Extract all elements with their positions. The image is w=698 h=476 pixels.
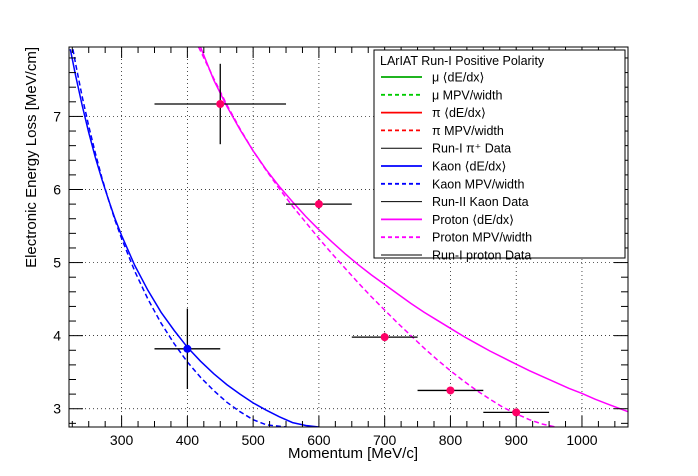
legend-entry: Run-II Kaon Data xyxy=(381,195,529,209)
x-tick-label: 700 xyxy=(373,432,397,448)
x-tick-label: 400 xyxy=(176,432,200,448)
legend-label: Kaon MPV/width xyxy=(432,177,524,191)
legend-entry: μ MPV/width xyxy=(381,88,502,102)
x-tick-label: 600 xyxy=(307,432,331,448)
curves xyxy=(69,47,628,427)
data-point xyxy=(154,308,221,389)
data-point xyxy=(286,199,352,210)
legend-label: μ MPV/width xyxy=(432,88,502,102)
y-tick-label: 5 xyxy=(53,255,61,271)
x-tick-label: 900 xyxy=(505,432,529,448)
legend-entry: Run-I π⁺ Data xyxy=(381,142,511,156)
legend-entry: π MPV/width xyxy=(381,124,504,138)
legend-entry: Kaon MPV/width xyxy=(381,177,524,191)
legend-entry: Run-I proton Data xyxy=(381,249,531,263)
legend-label: Run-I π⁺ Data xyxy=(432,142,511,156)
legend-label: π ⟨dE/dx⟩ xyxy=(432,106,486,120)
legend-label: Run-I proton Data xyxy=(432,249,531,263)
y-axis-label: Electronic Energy Loss [MeV/cm] xyxy=(23,47,40,268)
point-marker xyxy=(183,344,192,353)
y-tick-label: 4 xyxy=(53,328,61,344)
series-curve xyxy=(197,47,556,427)
x-tick-label: 800 xyxy=(439,432,463,448)
y-tick-label: 7 xyxy=(53,108,61,124)
x-axis-label: Momentum [MeV/c] xyxy=(288,445,418,462)
point-marker xyxy=(512,408,521,417)
legend-label: π MPV/width xyxy=(432,124,504,138)
legend-label: Proton ⟨dE/dx⟩ xyxy=(432,213,514,227)
legend-label: Kaon ⟨dE/dx⟩ xyxy=(432,160,506,174)
legend-label: Run-II Kaon Data xyxy=(432,195,529,209)
series-curve xyxy=(72,49,287,427)
x-tick-label: 1000 xyxy=(566,432,597,448)
point-marker xyxy=(314,200,323,209)
data-point xyxy=(351,332,418,342)
legend-entry: μ ⟨dE/dx⟩ xyxy=(381,71,484,85)
data-points xyxy=(154,63,550,417)
legend-entry: π ⟨dE/dx⟩ xyxy=(381,106,486,120)
x-tick-label: 500 xyxy=(241,432,265,448)
legend-box xyxy=(373,49,626,259)
data-point xyxy=(483,408,550,417)
legend-entry: Proton ⟨dE/dx⟩ xyxy=(381,213,514,227)
data-point xyxy=(417,386,484,395)
legend-title: LArIAT Run-I Positive Polarity xyxy=(380,54,545,68)
legend-entries: μ ⟨dE/dx⟩ μ MPV/width π ⟨dE/dx⟩ π MPV/width… xyxy=(381,71,532,263)
point-marker xyxy=(216,100,225,108)
x-tick-label: 300 xyxy=(110,432,134,448)
data-point xyxy=(154,63,287,145)
legend: LArIAT Run-I Positive Polarity μ ⟨dE/dx⟩… xyxy=(373,49,626,263)
legend-label: μ ⟨dE/dx⟩ xyxy=(432,71,484,85)
point-marker xyxy=(380,333,389,342)
legend-entry: Proton MPV/width xyxy=(381,231,532,245)
plot-frame xyxy=(68,46,629,428)
point-marker xyxy=(446,386,455,395)
legend-entry: Kaon ⟨dE/dx⟩ xyxy=(381,160,506,174)
y-tick-label: 6 xyxy=(53,182,61,198)
y-tick-label: 3 xyxy=(53,401,61,417)
legend-label: Proton MPV/width xyxy=(432,231,532,245)
series-curve xyxy=(69,49,319,427)
